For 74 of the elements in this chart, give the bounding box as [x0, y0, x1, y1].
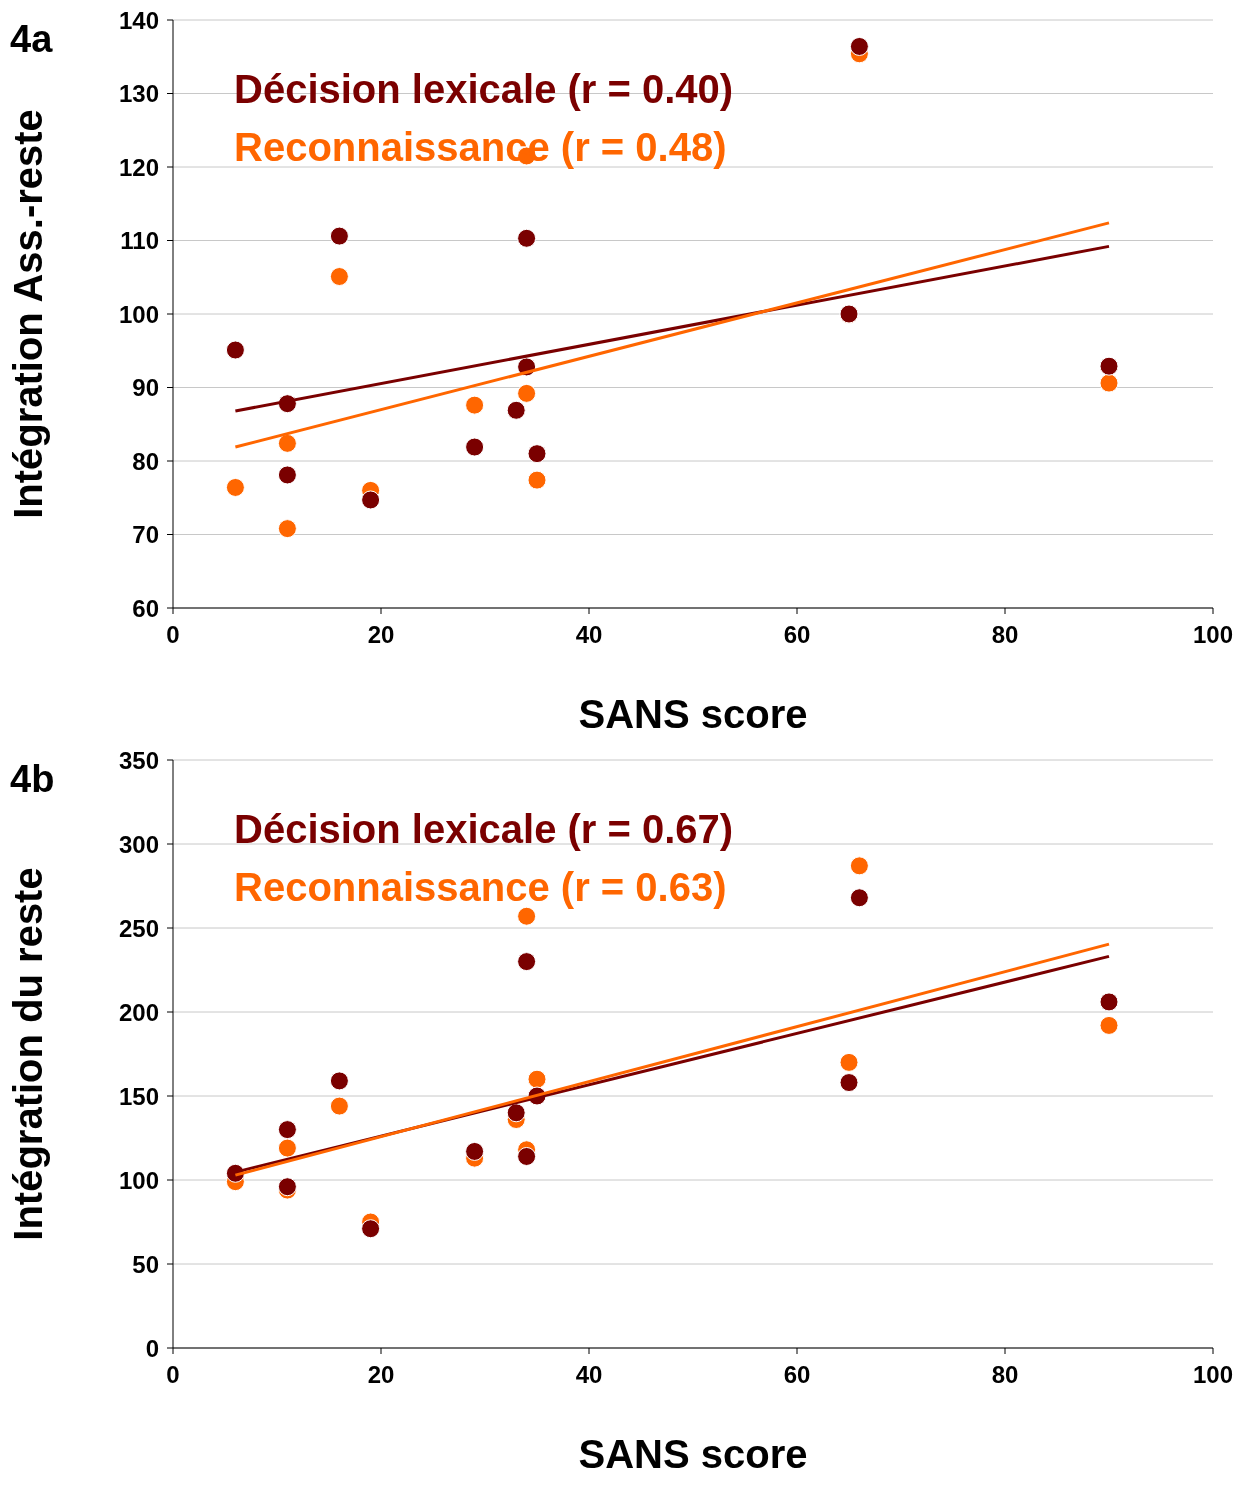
point — [329, 226, 349, 246]
text: 4a — [10, 18, 53, 61]
point — [517, 906, 537, 926]
point — [839, 1073, 859, 1093]
point — [225, 340, 245, 360]
point — [517, 952, 537, 972]
point — [517, 228, 537, 248]
point — [329, 267, 349, 287]
y-tick-label: 350 — [118, 746, 159, 774]
x-tick-label: 100 — [1192, 621, 1234, 649]
x-tick-label: 40 — [575, 1361, 603, 1389]
x-tick-label: 60 — [783, 1361, 811, 1389]
y-axis-title: Intégration du reste — [6, 867, 51, 1241]
y-tick-label: 50 — [132, 1250, 159, 1278]
point — [506, 1103, 526, 1123]
x-tick-label: 40 — [575, 621, 603, 649]
y-tick-label: 130 — [118, 80, 159, 108]
y-tick-label: 90 — [132, 374, 159, 402]
y-tick-label: 150 — [118, 1082, 159, 1110]
point — [1099, 1015, 1119, 1035]
point — [527, 1069, 547, 1089]
x-tick-label: 0 — [166, 1361, 180, 1389]
point — [1099, 356, 1119, 376]
y-tick-label: 300 — [118, 830, 159, 858]
point — [849, 856, 869, 876]
point — [277, 465, 297, 485]
point — [517, 383, 537, 403]
point — [329, 1071, 349, 1091]
y-tick-label: 100 — [118, 300, 159, 328]
x-tick-label: 60 — [783, 621, 811, 649]
y-tick-label: 60 — [132, 594, 159, 622]
point — [329, 1096, 349, 1116]
point — [277, 433, 297, 453]
point — [849, 36, 869, 56]
x-tick-label: 20 — [367, 1361, 395, 1389]
point — [527, 470, 547, 490]
point — [361, 490, 381, 510]
y-tick-label: 110 — [120, 227, 159, 255]
y-tick-label: 70 — [132, 521, 159, 549]
y-tick-label: 250 — [118, 914, 159, 942]
x-axis-title: SANS score — [578, 692, 808, 736]
point — [277, 1120, 297, 1140]
point — [1099, 373, 1119, 393]
point — [849, 888, 869, 908]
y-axis-title: Intégration Ass.-reste — [6, 109, 51, 519]
series-label: Reconnaissance (r = 0.48) — [234, 124, 728, 171]
point — [1099, 992, 1119, 1012]
x-tick-label: 100 — [1192, 1361, 1234, 1389]
point — [839, 1052, 859, 1072]
y-tick-label: 0 — [145, 1334, 159, 1362]
point — [277, 1138, 297, 1158]
point — [225, 477, 245, 497]
y-tick-label: 120 — [118, 153, 159, 181]
point — [277, 519, 297, 539]
point — [465, 395, 485, 415]
x-tick-label: 80 — [991, 1361, 1019, 1389]
y-tick-label: 100 — [118, 1166, 159, 1194]
point — [527, 444, 547, 464]
point — [465, 1141, 485, 1161]
point — [465, 437, 485, 457]
x-tick-label: 80 — [991, 621, 1019, 649]
point — [361, 1219, 381, 1239]
point — [517, 1146, 537, 1166]
x-tick-label: 0 — [166, 621, 180, 649]
text: Décision lexicale (r = 0.40) — [234, 66, 734, 113]
text: Décision lexicale (r = 0.67) — [234, 806, 734, 853]
y-tick-label: 140 — [118, 6, 159, 34]
text: 4b — [10, 758, 55, 801]
x-axis-title: SANS score — [578, 1432, 808, 1476]
series-label: Reconnaissance (r = 0.63) — [234, 864, 728, 911]
y-tick-label: 80 — [132, 447, 159, 475]
x-tick-label: 20 — [367, 621, 395, 649]
point — [506, 400, 526, 420]
y-tick-label: 200 — [118, 998, 159, 1026]
